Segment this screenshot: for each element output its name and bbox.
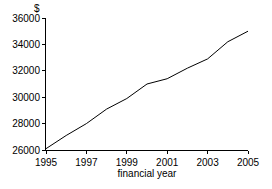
svg-text:34000: 34000: [12, 39, 40, 50]
svg-text:2005: 2005: [237, 157, 260, 168]
svg-text:36000: 36000: [12, 13, 40, 24]
svg-text:30000: 30000: [12, 92, 40, 103]
svg-text:28000: 28000: [12, 118, 40, 129]
svg-text:2003: 2003: [196, 157, 219, 168]
svg-text:32000: 32000: [12, 65, 40, 76]
svg-text:2001: 2001: [156, 157, 179, 168]
svg-text:26000: 26000: [12, 145, 40, 156]
svg-text:1999: 1999: [116, 157, 139, 168]
svg-text:1997: 1997: [75, 157, 98, 168]
svg-text:1995: 1995: [35, 157, 58, 168]
svg-text:$: $: [34, 3, 40, 14]
svg-text:financial year: financial year: [118, 168, 178, 179]
